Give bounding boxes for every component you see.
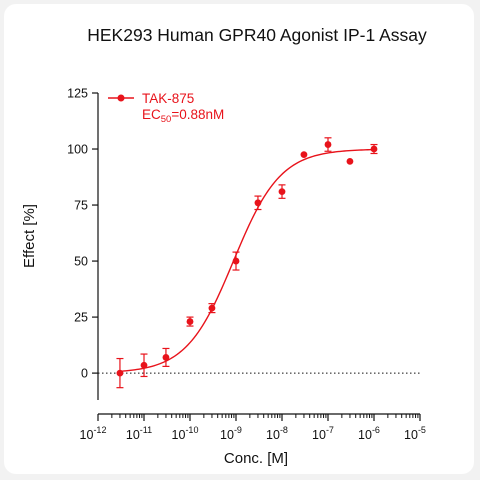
x-tick-label: 10-10 <box>172 425 199 442</box>
data-point <box>208 304 216 312</box>
x-tick-label: 10-7 <box>312 425 334 442</box>
data-point <box>324 141 332 148</box>
x-tick-label: 10-6 <box>358 425 380 442</box>
x-tick-base: 10 <box>126 428 140 442</box>
x-tick-label: 10-9 <box>220 425 242 442</box>
x-tick-base: 10 <box>266 428 280 442</box>
x-tick-exponent: -7 <box>326 425 334 435</box>
legend-ec-value: =0.88nM <box>171 107 224 122</box>
data-point <box>300 151 308 159</box>
y-tick-label: 125 <box>67 87 88 101</box>
data-point <box>278 188 286 195</box>
x-tick-exponent: -8 <box>280 425 288 435</box>
data-point <box>140 361 148 369</box>
fit-curve <box>119 148 375 373</box>
y-tick-label: 100 <box>67 143 88 157</box>
x-tick-label: 10-12 <box>80 425 107 442</box>
x-tick-label: 10-11 <box>126 425 152 442</box>
y-tick-label: 50 <box>74 255 88 269</box>
y-axis-label: Effect [%] <box>21 204 38 268</box>
chart-title: HEK293 Human GPR40 Agonist IP-1 Assay <box>87 25 427 45</box>
data-point <box>254 199 262 207</box>
x-tick-base: 10 <box>172 428 186 442</box>
y-tick-label: 75 <box>74 199 88 213</box>
chart-svg: HEK293 Human GPR40 Agonist IP-1 Assay 0 2… <box>21 25 427 467</box>
x-axis-label: Conc. [M] <box>224 450 288 467</box>
legend-series-name: TAK-875 <box>142 91 194 106</box>
data-point <box>186 318 194 325</box>
x-tick-base: 10 <box>404 428 418 442</box>
y-tick-label: 25 <box>74 311 88 325</box>
x-tick-exponent: -11 <box>140 425 152 435</box>
x-tick-exponent: -6 <box>372 425 380 435</box>
x-tick-base: 10 <box>220 428 234 442</box>
x-tick-label: 10-5 <box>404 425 426 442</box>
data-point <box>232 257 240 265</box>
x-tick-exponent: -10 <box>185 425 198 435</box>
x-tick-base: 10 <box>312 428 326 442</box>
data-point <box>116 369 124 377</box>
legend-ec-sub: 50 <box>161 114 172 125</box>
y-tick-label: 0 <box>81 367 88 381</box>
legend-ec50: EC50=0.88nM <box>142 107 224 125</box>
legend-marker <box>117 94 125 102</box>
x-tick-exponent: -9 <box>234 425 242 435</box>
data-point <box>346 157 354 165</box>
x-tick-exponent: -5 <box>418 425 426 435</box>
legend-ec-prefix: EC <box>142 107 161 122</box>
x-tick-base: 10 <box>358 428 372 442</box>
x-tick-label: 10-8 <box>266 425 288 442</box>
x-tick-base: 10 <box>80 428 94 442</box>
x-tick-exponent: -12 <box>93 425 106 435</box>
chart-card: HEK293 Human GPR40 Agonist IP-1 Assay 0 2… <box>4 4 474 474</box>
legend: TAK-875 EC50=0.88nM <box>108 91 224 125</box>
data-point <box>162 354 170 361</box>
data-point <box>370 145 378 153</box>
